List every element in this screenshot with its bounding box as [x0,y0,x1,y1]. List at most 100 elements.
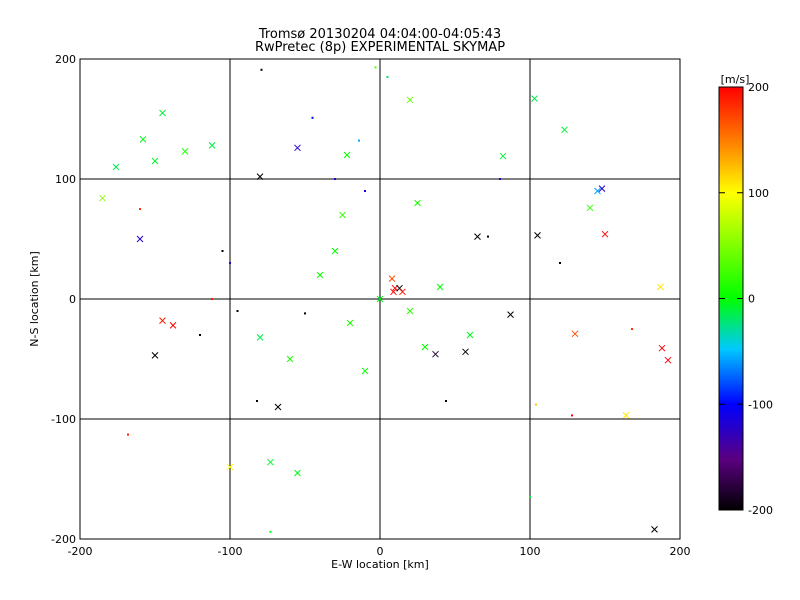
data-point-x [474,233,481,240]
y-tick-label: -200 [51,533,76,546]
colorbar-ticks: 200 100 0 -100 -200 [719,81,773,517]
data-point-x [436,283,444,291]
x-tick-label: -100 [218,545,243,558]
data-point-x [406,307,414,315]
x-tick-label: -200 [68,545,93,558]
colorbar-tick-label: -100 [748,398,773,411]
data-point-dot [304,312,306,315]
grid-lines [80,59,680,539]
x-tick-label: 200 [670,545,691,558]
data-point-x [346,319,354,327]
data-point-x [598,185,606,192]
axes: -200 -100 0 100 200 -200 -100 0 100 200 [51,53,690,558]
data-point-x [414,199,421,207]
data-point-dot [487,235,489,238]
data-point-dot [571,414,573,417]
data-point-x [390,288,397,296]
data-point-x [343,151,351,159]
data-point-x [159,317,166,324]
data-point-dot [221,250,224,252]
data-point-x [339,211,346,219]
y-tick-label: 200 [55,53,76,66]
data-point-dot [445,400,447,402]
data-point-dot [559,262,561,264]
data-point-x [586,204,594,212]
data-point-dot [139,208,141,210]
data-points [99,66,672,533]
y-tick-label: 0 [69,293,76,306]
colorbar-tick-label: 0 [748,293,755,306]
data-point-dot [311,116,314,119]
data-point-x [432,350,439,358]
data-point-x [462,348,469,356]
data-point-dot [358,139,360,142]
data-point-x [406,96,414,104]
data-point-x [112,163,120,171]
data-point-x [256,173,264,180]
data-point-dot [229,262,231,264]
x-axis-label: E-W location [km] [331,558,429,571]
data-point-x [208,142,216,149]
data-point-dot [334,178,336,180]
data-point-dot [364,190,366,192]
data-point-x [136,235,144,243]
data-point-x [99,194,106,202]
y-tick-label: -100 [51,413,76,426]
data-point-dot [535,403,537,406]
data-point-x [658,344,666,352]
x-tick-label: 100 [520,545,541,558]
data-point-x [331,247,339,255]
data-point-x [316,271,324,279]
colorbar-tick-label: -200 [748,504,773,517]
data-point-x [534,232,541,239]
data-point-dot [256,400,258,402]
data-point-x [151,157,159,165]
chart-title-line1: Tromsø 20130204 04:04:00-04:05:43 [258,27,502,42]
data-point-x [376,295,384,303]
data-point-x [388,275,396,282]
data-point-x [657,283,664,291]
data-point-x [571,330,579,338]
data-point-x [267,458,274,466]
data-point-x [286,355,294,363]
data-point-dot [260,68,263,71]
data-point-dot [269,530,272,533]
data-point-x [594,187,601,195]
data-point-dot [374,66,377,69]
data-point-x [226,463,234,471]
data-point-dot [529,496,531,498]
data-point-dot [199,334,201,336]
data-point-x [561,126,568,134]
data-point-x [466,331,474,339]
chart-title-line2: RwPretec (8p) EXPERIMENTAL SKYMAP [254,40,506,55]
data-point-dot [631,328,633,330]
data-point-x [256,334,264,341]
data-point-x [664,356,672,364]
data-point-x [151,352,159,359]
data-point-x [622,412,630,419]
y-axis-label: N-S location [km] [28,251,41,347]
data-point-x [159,109,166,117]
data-point-x [294,144,301,152]
data-point-x [499,152,507,160]
colorbar-label: [m/s] [721,73,750,86]
data-point-x [361,367,369,375]
colorbar-tick-label: 200 [748,81,769,94]
data-point-x [139,136,147,143]
data-point-x [274,403,282,411]
data-point-x [421,343,429,351]
data-point-dot [127,433,129,436]
data-point-x [651,526,658,533]
data-point-dot [236,310,239,312]
data-point-x [169,322,177,329]
colorbar-tick-label: 100 [748,187,769,200]
data-point-x [181,148,189,155]
data-point-x [531,95,538,102]
data-point-x [507,311,514,318]
data-point-x [601,230,609,238]
data-point-dot [499,178,501,180]
data-point-x [294,469,301,477]
y-tick-label: 100 [55,173,76,186]
data-point-dot [211,298,213,300]
